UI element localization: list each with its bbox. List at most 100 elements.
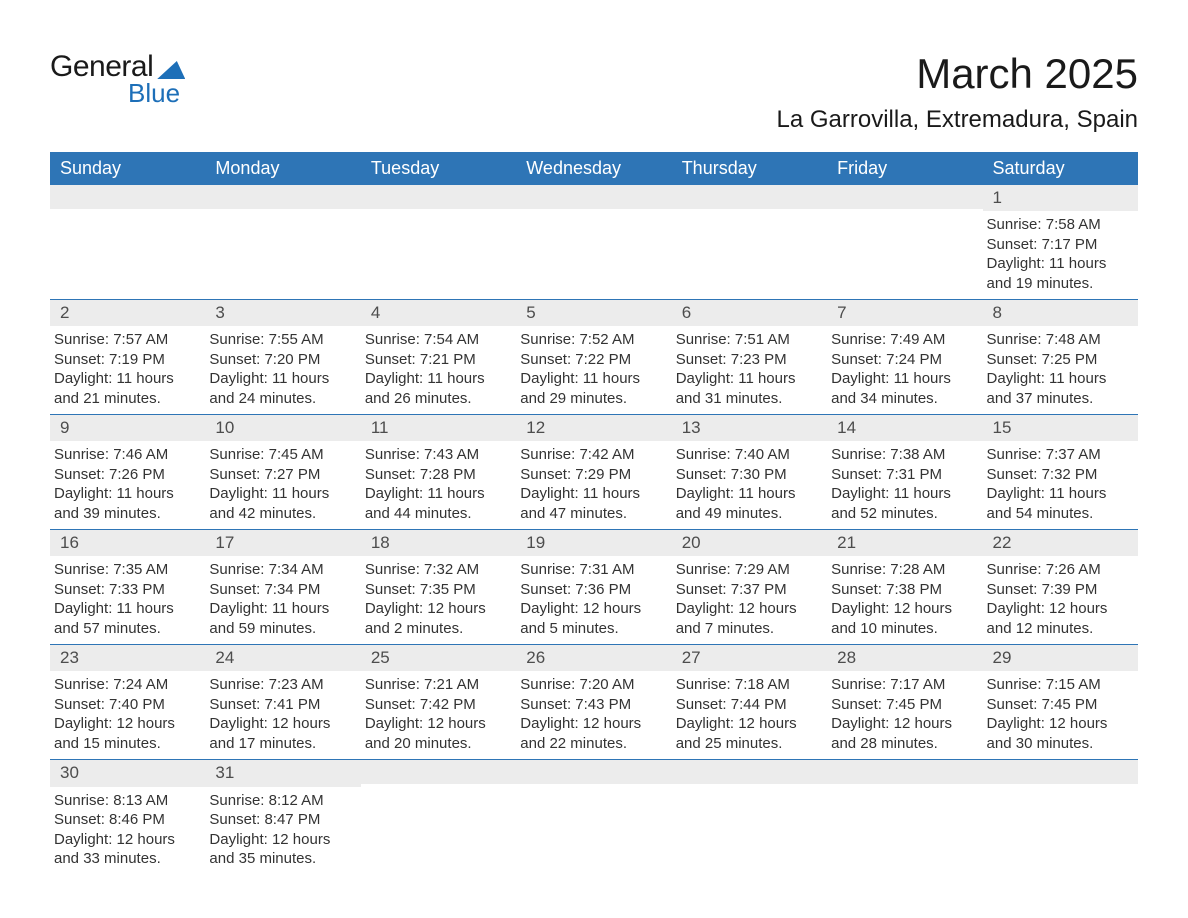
day-day1-line: Daylight: 12 hours: [520, 714, 665, 734]
day-day1-line: Daylight: 11 hours: [54, 369, 199, 389]
calendar-cell: 3Sunrise: 7:55 AMSunset: 7:20 PMDaylight…: [205, 300, 360, 415]
day-number: 7: [827, 300, 982, 326]
weekday-row: SundayMondayTuesdayWednesdayThursdayFrid…: [50, 152, 1138, 185]
day-sunset-line: Sunset: 7:38 PM: [831, 580, 976, 600]
calendar-cell: 15Sunrise: 7:37 AMSunset: 7:32 PMDayligh…: [983, 415, 1138, 530]
day-body: Sunrise: 7:15 AMSunset: 7:45 PMDaylight:…: [983, 671, 1138, 759]
day-day1-line: Daylight: 12 hours: [831, 714, 976, 734]
day-body: Sunrise: 7:38 AMSunset: 7:31 PMDaylight:…: [827, 441, 982, 529]
day-sunset-line: Sunset: 7:26 PM: [54, 465, 199, 485]
day-day2-line: and 30 minutes.: [987, 734, 1132, 754]
day-sunrise-line: Sunrise: 7:23 AM: [209, 675, 354, 695]
day-number: 1: [983, 185, 1138, 211]
day-day1-line: Daylight: 12 hours: [676, 714, 821, 734]
day-sunrise-line: Sunrise: 7:21 AM: [365, 675, 510, 695]
day-sunset-line: Sunset: 7:27 PM: [209, 465, 354, 485]
day-body: Sunrise: 7:26 AMSunset: 7:39 PMDaylight:…: [983, 556, 1138, 644]
weekday-header: Friday: [827, 152, 982, 185]
day-sunrise-line: Sunrise: 7:20 AM: [520, 675, 665, 695]
day-sunset-line: Sunset: 7:28 PM: [365, 465, 510, 485]
day-number: 2: [50, 300, 205, 326]
day-day1-line: Daylight: 11 hours: [831, 369, 976, 389]
day-day2-line: and 22 minutes.: [520, 734, 665, 754]
day-body: Sunrise: 7:57 AMSunset: 7:19 PMDaylight:…: [50, 326, 205, 414]
calendar-cell: [205, 185, 360, 300]
day-sunrise-line: Sunrise: 7:26 AM: [987, 560, 1132, 580]
day-day1-line: Daylight: 12 hours: [365, 599, 510, 619]
day-day2-line: and 57 minutes.: [54, 619, 199, 639]
day-body: Sunrise: 8:12 AMSunset: 8:47 PMDaylight:…: [205, 787, 360, 875]
logo-top: General: [50, 50, 185, 84]
day-day1-line: Daylight: 11 hours: [987, 254, 1132, 274]
calendar-cell: 25Sunrise: 7:21 AMSunset: 7:42 PMDayligh…: [361, 645, 516, 760]
calendar-cell: 30Sunrise: 8:13 AMSunset: 8:46 PMDayligh…: [50, 760, 205, 875]
day-sunset-line: Sunset: 7:40 PM: [54, 695, 199, 715]
calendar-cell: 11Sunrise: 7:43 AMSunset: 7:28 PMDayligh…: [361, 415, 516, 530]
day-day1-line: Daylight: 11 hours: [520, 484, 665, 504]
calendar-week-row: 30Sunrise: 8:13 AMSunset: 8:46 PMDayligh…: [50, 760, 1138, 875]
calendar-cell: 8Sunrise: 7:48 AMSunset: 7:25 PMDaylight…: [983, 300, 1138, 415]
day-number: [827, 760, 982, 784]
day-sunrise-line: Sunrise: 7:17 AM: [831, 675, 976, 695]
day-number: [983, 760, 1138, 784]
day-sunset-line: Sunset: 7:29 PM: [520, 465, 665, 485]
day-sunrise-line: Sunrise: 7:43 AM: [365, 445, 510, 465]
day-day2-line: and 19 minutes.: [987, 274, 1132, 294]
day-day1-line: Daylight: 12 hours: [209, 714, 354, 734]
day-number: 6: [672, 300, 827, 326]
day-day1-line: Daylight: 12 hours: [209, 830, 354, 850]
day-sunset-line: Sunset: 7:20 PM: [209, 350, 354, 370]
day-day2-line: and 33 minutes.: [54, 849, 199, 869]
day-sunset-line: Sunset: 7:23 PM: [676, 350, 821, 370]
day-sunrise-line: Sunrise: 7:32 AM: [365, 560, 510, 580]
day-number: [205, 185, 360, 209]
day-number: 13: [672, 415, 827, 441]
logo: General Blue: [50, 50, 185, 109]
weekday-header: Saturday: [983, 152, 1138, 185]
day-sunset-line: Sunset: 8:47 PM: [209, 810, 354, 830]
day-sunset-line: Sunset: 7:24 PM: [831, 350, 976, 370]
day-sunrise-line: Sunrise: 7:34 AM: [209, 560, 354, 580]
header: General Blue March 2025 La Garrovilla, E…: [50, 50, 1138, 134]
day-sunrise-line: Sunrise: 7:48 AM: [987, 330, 1132, 350]
day-day1-line: Daylight: 12 hours: [520, 599, 665, 619]
day-number: 15: [983, 415, 1138, 441]
day-sunset-line: Sunset: 7:43 PM: [520, 695, 665, 715]
day-body: Sunrise: 7:45 AMSunset: 7:27 PMDaylight:…: [205, 441, 360, 529]
day-number: 3: [205, 300, 360, 326]
day-number: [672, 185, 827, 209]
day-sunset-line: Sunset: 7:42 PM: [365, 695, 510, 715]
day-day2-line: and 20 minutes.: [365, 734, 510, 754]
day-sunrise-line: Sunrise: 7:24 AM: [54, 675, 199, 695]
day-day2-line: and 25 minutes.: [676, 734, 821, 754]
day-sunset-line: Sunset: 8:46 PM: [54, 810, 199, 830]
day-day1-line: Daylight: 11 hours: [987, 369, 1132, 389]
calendar-cell: [827, 760, 982, 875]
day-sunrise-line: Sunrise: 7:31 AM: [520, 560, 665, 580]
calendar-table: SundayMondayTuesdayWednesdayThursdayFrid…: [50, 152, 1138, 875]
day-number: 4: [361, 300, 516, 326]
day-day1-line: Daylight: 11 hours: [209, 484, 354, 504]
day-day2-line: and 49 minutes.: [676, 504, 821, 524]
calendar-cell: [672, 185, 827, 300]
day-number: [827, 185, 982, 209]
calendar-cell: 28Sunrise: 7:17 AMSunset: 7:45 PMDayligh…: [827, 645, 982, 760]
day-day2-line: and 52 minutes.: [831, 504, 976, 524]
calendar-cell: 1Sunrise: 7:58 AMSunset: 7:17 PMDaylight…: [983, 185, 1138, 300]
day-body: Sunrise: 7:58 AMSunset: 7:17 PMDaylight:…: [983, 211, 1138, 299]
day-number: 18: [361, 530, 516, 556]
day-body: Sunrise: 7:37 AMSunset: 7:32 PMDaylight:…: [983, 441, 1138, 529]
day-number: 12: [516, 415, 671, 441]
calendar-cell: [361, 185, 516, 300]
calendar-week-row: 2Sunrise: 7:57 AMSunset: 7:19 PMDaylight…: [50, 300, 1138, 415]
title-block: March 2025 La Garrovilla, Extremadura, S…: [777, 50, 1139, 134]
calendar-cell: 23Sunrise: 7:24 AMSunset: 7:40 PMDayligh…: [50, 645, 205, 760]
day-day2-line: and 39 minutes.: [54, 504, 199, 524]
day-number: 11: [361, 415, 516, 441]
day-number: [516, 760, 671, 784]
day-sunrise-line: Sunrise: 7:38 AM: [831, 445, 976, 465]
day-day2-line: and 2 minutes.: [365, 619, 510, 639]
calendar-cell: [672, 760, 827, 875]
day-day2-line: and 59 minutes.: [209, 619, 354, 639]
day-number: 14: [827, 415, 982, 441]
